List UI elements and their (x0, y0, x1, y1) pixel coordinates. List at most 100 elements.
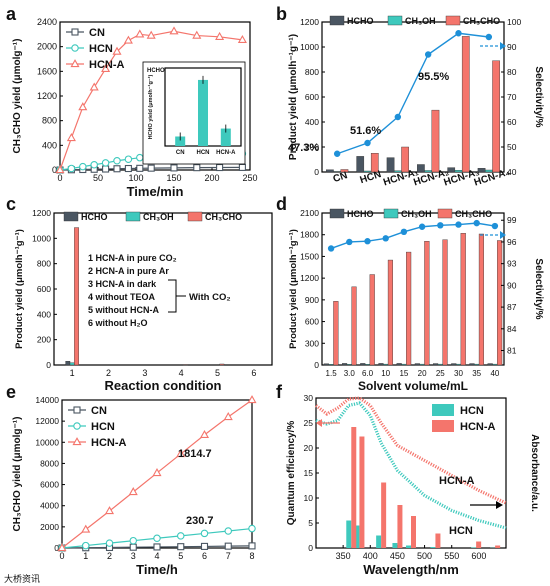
bar-CH₃CHO-1.5 (333, 301, 339, 366)
x-tick-label: 7 (226, 551, 231, 561)
data-point (170, 164, 178, 172)
data-point (135, 29, 145, 38)
x-tick-label: 3.0 (344, 369, 356, 378)
y-tick-label: 8000 (40, 458, 59, 468)
legend-swatch (125, 211, 141, 222)
y-axis-label: Product yield (μmolh⁻¹g⁻¹) (288, 34, 299, 160)
inset-bar-CN (175, 136, 186, 146)
bar-HCN (354, 525, 360, 548)
x-tick-label: 1.5 (326, 369, 338, 378)
y-tick-label: 400 (37, 309, 51, 319)
bar-CH₃OH-30 (455, 363, 462, 366)
bar-HCHO-6.0 (360, 363, 366, 366)
data-point (101, 159, 110, 167)
y-axis-label: CH₃CHO yield (μmolg⁻¹) (12, 39, 23, 154)
panel-f: f 0 5 10 15 20 25 30 350 400 450 500 550 600 Wavelengt… (276, 382, 540, 577)
data-point (146, 30, 156, 39)
legend-label: CH₃CHO (463, 16, 500, 26)
y-tick-label: 800 (37, 259, 51, 269)
bar-CH₃OH-15 (401, 363, 407, 366)
data-point (90, 161, 98, 169)
x-tick-label: 150 (166, 173, 181, 183)
inset-category-label: HCN-A (216, 150, 236, 156)
data-point (123, 35, 133, 44)
legend-marker (73, 422, 81, 430)
y-tick-label: 0 (52, 165, 57, 175)
x-tick-label: 6 (251, 368, 256, 378)
annotation: 95.5% (418, 71, 449, 83)
bar-CH₃OH-6.0 (364, 364, 371, 366)
plot-frame (53, 212, 273, 366)
y-tick-label: 1500 (300, 251, 319, 261)
legend-label: HCN-A (91, 437, 126, 449)
data-point (216, 163, 224, 172)
x-tick-label: 6 (202, 551, 207, 561)
data-point (136, 153, 144, 162)
x-category-label: CN (332, 170, 349, 185)
y2-tick-label: 40 (507, 167, 517, 177)
bar-HCHO-20 (414, 363, 420, 366)
panel-letter-f: f (276, 382, 283, 402)
x-tick-label: 30 (454, 369, 463, 378)
legend-label: CH₃OH (401, 209, 432, 219)
x-tick-label: 0 (59, 551, 64, 561)
x-tick-label: 350 (336, 551, 351, 561)
legend-swatch (383, 208, 399, 219)
selectivity-point (418, 223, 426, 230)
bar-HCHO-15 (396, 363, 402, 366)
axis-arrow-head (316, 419, 322, 427)
bar-CH₃CHO-30 (460, 233, 466, 366)
y2-tick-label: 93 (507, 259, 517, 269)
bar-HCN (346, 520, 352, 548)
data-point (247, 395, 257, 404)
y-tick-label: 1000 (32, 233, 51, 243)
condition-label: 3 HCN-A in dark (88, 279, 157, 289)
bar-CH₃OH-35 (474, 363, 480, 366)
data-point (237, 34, 247, 44)
data-point (147, 164, 155, 172)
selectivity-point (491, 222, 499, 230)
bar-HCN (406, 545, 411, 548)
data-point (224, 527, 233, 535)
x-tick-label: 450 (390, 551, 405, 561)
y-tick-label: 600 (37, 284, 51, 294)
data-point (128, 487, 138, 496)
y2-tick-label: 84 (507, 324, 517, 334)
y-tick-label: 2400 (37, 17, 57, 27)
bar-HCHO-HCN-A₂ (417, 164, 425, 173)
bar-HCN-A (411, 516, 416, 548)
y-tick-label: 1800 (300, 230, 319, 240)
bar-CH₃CHO-HCN-A₃ (461, 36, 470, 173)
bar-HCHO-30 (451, 363, 457, 366)
condition-label: 6 without H₂O (88, 318, 148, 328)
data-point (113, 157, 121, 165)
x-tick-label: 2 (106, 368, 111, 378)
data-point (82, 541, 90, 550)
x-tick-label: 50 (93, 173, 103, 183)
panel-letter-b: b (276, 4, 287, 24)
legend-swatch (63, 211, 79, 222)
legend-marker (73, 406, 81, 414)
data-point (248, 524, 256, 533)
data-point (238, 163, 246, 171)
selectivity-point (473, 219, 480, 227)
panel-c: c 0 200 400 600 800 1000 1200 1 2 3 4 5 6 Reaction con… (6, 194, 273, 393)
legend-marker (70, 59, 80, 68)
condition-label: 5 without HCN-A (88, 305, 159, 315)
data-point (152, 468, 162, 477)
y2-tick-label: 90 (507, 280, 517, 290)
bar-HCHO-CN (326, 169, 334, 173)
bar-HCHO-40 (487, 363, 493, 366)
bar-CH₃OH-10 (383, 363, 389, 366)
data-point (129, 536, 138, 545)
bar-HCN (392, 543, 398, 548)
data-point (200, 542, 209, 550)
data-point (153, 543, 161, 551)
x-tick-label: 35 (472, 369, 481, 378)
data-point (169, 26, 179, 35)
legend-swatch (432, 420, 454, 432)
x-tick-label: 4 (154, 551, 159, 561)
bar-CH₃CHO-HCN (370, 153, 379, 173)
x-tick-label: 600 (471, 551, 486, 561)
